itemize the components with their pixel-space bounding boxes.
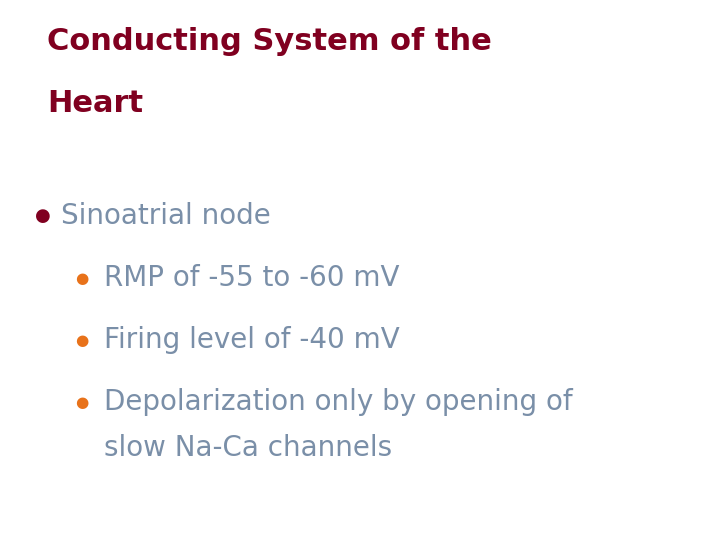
Text: ●: ● bbox=[35, 207, 50, 225]
Text: ●: ● bbox=[76, 395, 89, 410]
Text: RMP of -55 to -60 mV: RMP of -55 to -60 mV bbox=[104, 264, 400, 292]
Text: Heart: Heart bbox=[47, 89, 143, 118]
Text: slow Na-Ca channels: slow Na-Ca channels bbox=[104, 434, 392, 462]
Text: Depolarization only by opening of: Depolarization only by opening of bbox=[104, 388, 573, 416]
Text: ●: ● bbox=[76, 333, 89, 348]
Text: Sinoatrial node: Sinoatrial node bbox=[61, 202, 271, 230]
Text: ●: ● bbox=[76, 271, 89, 286]
Text: Firing level of -40 mV: Firing level of -40 mV bbox=[104, 326, 400, 354]
Text: Conducting System of the: Conducting System of the bbox=[47, 27, 492, 56]
